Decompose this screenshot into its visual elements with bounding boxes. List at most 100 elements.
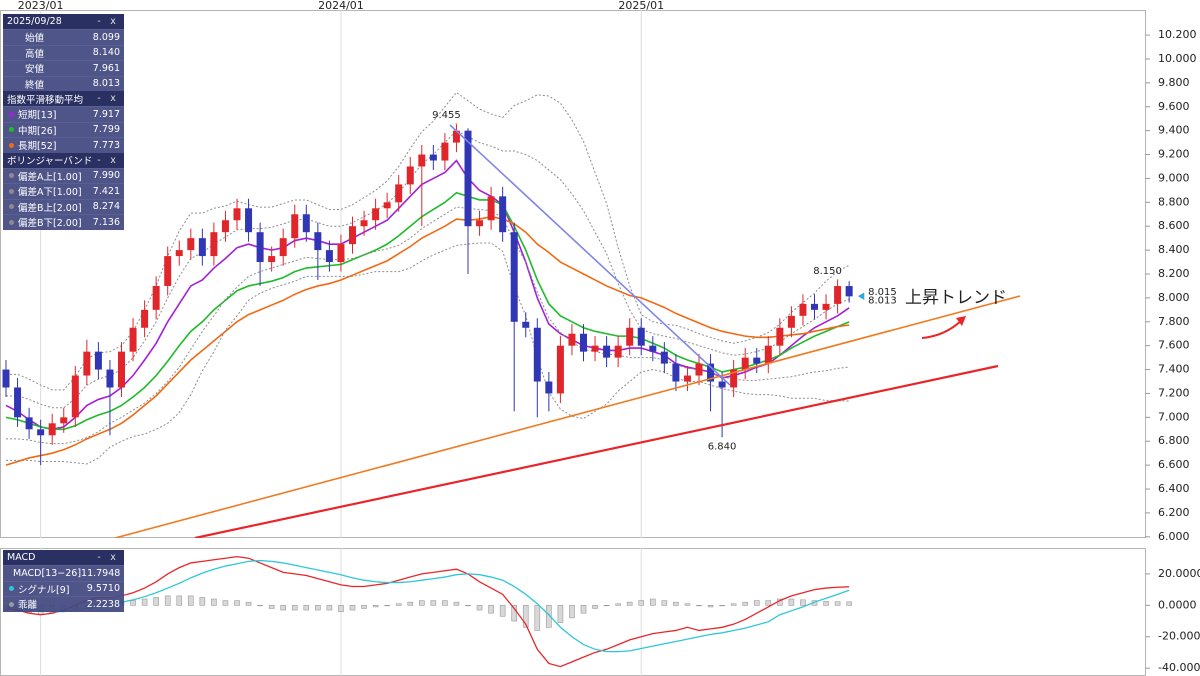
candle-body [522, 321, 530, 328]
histogram-bar [603, 605, 610, 607]
y-tick-label: 10.200 [1158, 28, 1197, 41]
candle-body [406, 166, 414, 185]
candle-body [372, 208, 380, 221]
panel-row: 乖離 2.2238 [3, 596, 124, 612]
y-tick-label: 20.0000 [1158, 567, 1200, 580]
candle-body [741, 357, 749, 370]
close-button[interactable]: x [110, 16, 116, 27]
candle-body [695, 363, 703, 376]
panel: ボリンジャーバンド - x 偏差A上[1.00] 7.990 偏差A下[1.00] 7.42… [3, 152, 124, 230]
panel-row: MACD[13−26] 11.7948 [3, 565, 124, 581]
candle-body [464, 130, 472, 227]
candle-body [660, 351, 668, 364]
histogram-bar [580, 605, 587, 614]
histogram-bar [257, 605, 263, 607]
histogram-bar [303, 605, 310, 611]
legend-value: 7.773 [92, 139, 120, 151]
trend-arrow-head [956, 316, 966, 326]
histogram-bar [638, 600, 645, 606]
candle-body [256, 232, 264, 263]
histogram-bar [164, 595, 171, 606]
legend-swatch [9, 188, 14, 194]
legend-value: 8.013 [92, 78, 120, 90]
legend-value: 7.961 [92, 62, 120, 74]
support-line-lower [194, 364, 999, 538]
legend-label: 偏差B上[2.00] [18, 202, 82, 214]
extreme-marker [721, 435, 723, 438]
candle-body [106, 369, 114, 388]
close-button[interactable]: x [110, 552, 116, 563]
histogram-bar [499, 605, 506, 617]
histogram-bar [557, 605, 564, 623]
trend-arrow [921, 319, 963, 339]
candle-body [476, 220, 484, 227]
histogram-bar [684, 603, 691, 606]
histogram-bar [315, 605, 321, 611]
histogram-bar [800, 599, 806, 606]
close-button[interactable]: x [110, 154, 116, 166]
histogram-bar [141, 598, 148, 606]
legend-label: MACD[13−26] [13, 567, 82, 579]
panel-row: シグナル[9] 9.5710 [3, 580, 124, 596]
candle-body [25, 417, 33, 430]
legend-value: 2.2238 [86, 598, 120, 610]
candle-body [545, 381, 553, 394]
candle-body [533, 327, 541, 382]
histogram-bar [592, 605, 598, 609]
candle-body [822, 303, 830, 310]
minimize-button[interactable]: - [97, 552, 101, 563]
candle-body [499, 196, 507, 233]
panel: 2025/09/28 - x 始値 8.099 高値 8.140 安値 7.961 終値 8.013 [3, 14, 124, 91]
histogram-bar [649, 598, 656, 606]
candle-body [14, 387, 22, 418]
y-tick-label: 8.200 [1158, 267, 1190, 280]
minimize-button[interactable]: - [97, 154, 101, 166]
minimize-button[interactable]: - [97, 93, 101, 104]
histogram-bar [765, 600, 772, 606]
price-label: 8.015 [868, 287, 897, 298]
legend-value: 8.140 [92, 47, 120, 59]
y-tick-label: 6.600 [1158, 458, 1190, 471]
candle-body [314, 232, 322, 251]
candle-body [649, 345, 657, 352]
histogram-bar [372, 605, 379, 608]
candle-body [245, 208, 253, 233]
candle-body [210, 232, 218, 257]
legend-label: 高値 [25, 48, 45, 60]
extreme-label: 6.840 [708, 441, 737, 452]
legend-swatch [9, 173, 14, 179]
legend-value: 8.274 [92, 201, 120, 213]
histogram-bar [176, 595, 183, 606]
minimize-button[interactable]: - [97, 16, 101, 27]
histogram-bar [534, 605, 541, 631]
candle-body [441, 142, 449, 161]
trend-annotation: 上昇トレンド [905, 288, 1007, 308]
candle-body [718, 381, 726, 388]
legend-label: 中期[26] [18, 125, 57, 137]
legend-label: 長期[52] [18, 141, 57, 153]
candle-body [94, 351, 102, 370]
candle-body [764, 345, 772, 364]
legend-swatch [9, 219, 14, 225]
histogram-bar [268, 605, 275, 609]
panel: MACD - x MACD[13−26] 11.7948 シグナル[9] 9.5710 乖離 2… [3, 550, 124, 612]
histogram-bar [696, 605, 702, 607]
close-button[interactable]: x [110, 93, 116, 104]
legend-value: 7.799 [92, 124, 120, 136]
histogram-bar [834, 601, 841, 606]
candle-body [799, 303, 807, 316]
histogram-bar [326, 605, 333, 611]
legend-label: 短期[13] [18, 110, 57, 122]
x-tick-label: 2023/01 [18, 0, 64, 12]
candle-body [302, 214, 310, 233]
candle-body [510, 232, 518, 322]
candle-body [71, 375, 79, 418]
legend-value: 7.136 [92, 216, 120, 228]
candle-body [787, 315, 795, 328]
panel-row: 安値 7.961 [3, 60, 124, 76]
candle-body [811, 303, 818, 310]
candle-body [325, 250, 333, 263]
histogram-bar [245, 601, 252, 606]
